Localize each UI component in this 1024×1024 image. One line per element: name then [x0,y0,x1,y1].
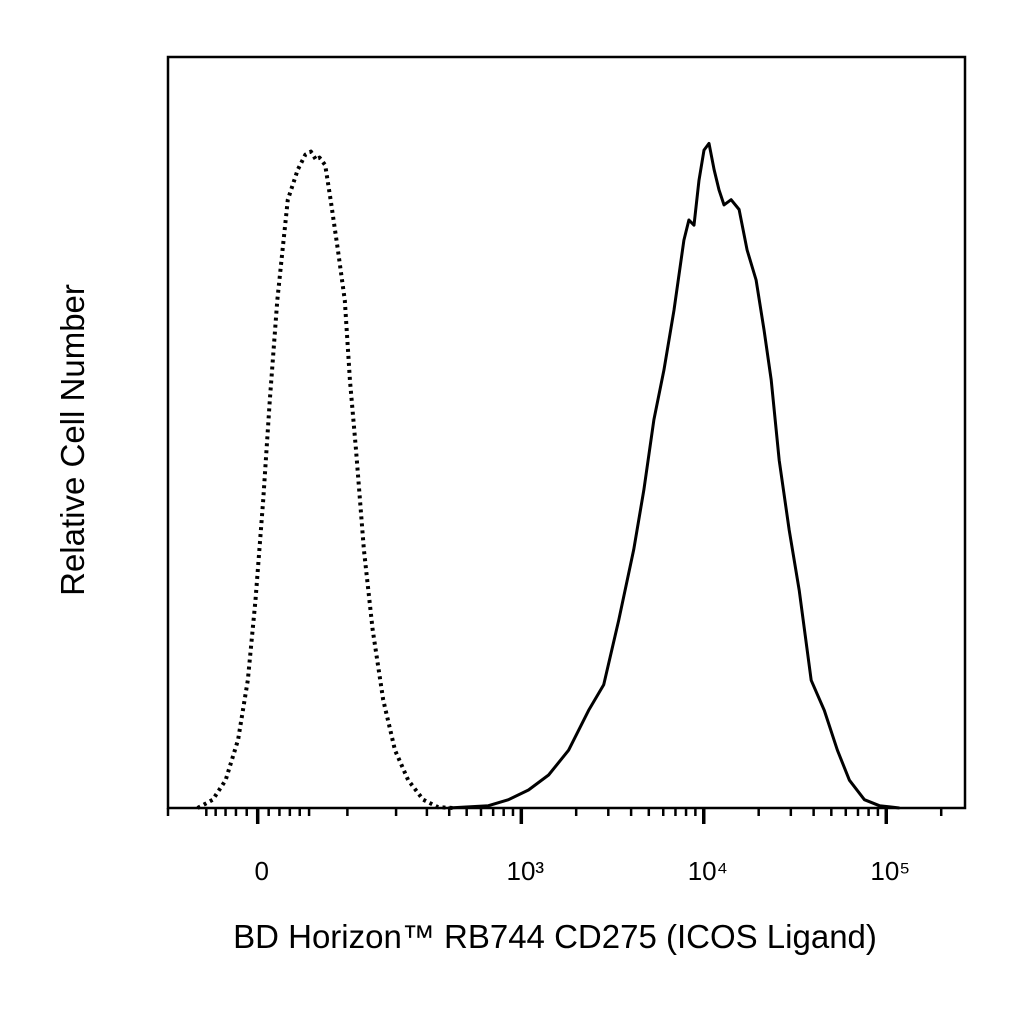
histogram-line [448,141,900,810]
x-tick-label: 10⁵ [870,856,910,886]
x-tick-label: 0 [254,856,268,886]
plot-frame [166,55,967,810]
x-axis-label: BD Horizon™ RB744 CD275 (ICOS Ligand) [233,918,877,955]
x-tick-label: 10⁴ [688,856,728,886]
x-tick-label: 10³ [507,856,545,886]
y-axis-label: Relative Cell Number [54,284,91,596]
histogram-line [196,149,454,810]
